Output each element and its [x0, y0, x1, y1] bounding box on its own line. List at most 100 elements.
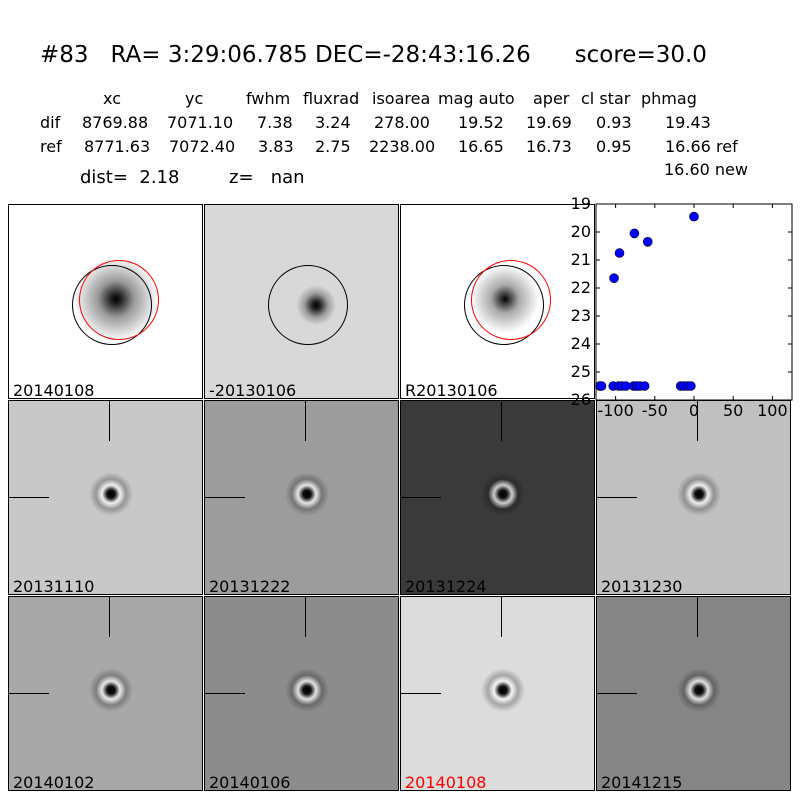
crosshair-vertical	[697, 401, 698, 441]
cell-value: 3.24	[315, 113, 351, 132]
data-point	[689, 211, 699, 222]
cell-value: 3.83	[258, 137, 294, 156]
x-tick-label: 100	[757, 401, 788, 420]
cutout-panel: 20141215	[596, 596, 791, 791]
cutout-panel: 20131230	[596, 400, 791, 595]
panel-date-label: 20140108	[405, 773, 487, 791]
data-point	[642, 236, 653, 247]
plot-frame	[595, 203, 793, 401]
new-phmag: 16.60 new	[664, 160, 748, 179]
column-header: aper	[533, 89, 570, 108]
source-blob	[285, 473, 329, 517]
column-header: yc	[185, 89, 204, 108]
cell-value: 278.00	[374, 113, 430, 132]
panel-date-label: 20131222	[209, 577, 291, 595]
y-tick-label: 22	[570, 278, 591, 297]
cutout-panel: 20131110	[8, 400, 203, 595]
source-blob	[89, 669, 133, 713]
y-tick-label: 26	[570, 390, 591, 409]
panel-date-label: R20130106	[405, 381, 498, 399]
crosshair-horizontal	[597, 693, 637, 694]
crosshair-vertical	[697, 597, 698, 637]
black-aperture-circle	[268, 265, 348, 345]
crosshair-horizontal	[205, 497, 245, 498]
data-point	[609, 273, 619, 283]
crosshair-vertical	[501, 597, 502, 637]
y-tick-label: 19	[570, 194, 591, 213]
magnitude-plot: 19 20 21 22 23 24 25 26 -100 -50 0 50 100	[571, 194, 793, 420]
source-blob	[481, 473, 525, 517]
stamp-panel: R20130106	[400, 204, 595, 399]
crosshair-vertical	[109, 597, 110, 637]
source-blob	[89, 473, 133, 517]
panel-date-label: 20141215	[601, 773, 683, 791]
data-point	[639, 381, 650, 391]
data-point	[629, 228, 640, 239]
cell-value: 19.52	[458, 113, 504, 132]
cell-value: 16.66	[665, 137, 711, 156]
crosshair-vertical	[305, 597, 306, 637]
cell-value: 19.69	[526, 113, 572, 132]
panel-date-label: 20131224	[405, 577, 487, 595]
cell-value: 7072.40	[169, 137, 236, 156]
panel-date-label: 20131230	[601, 577, 683, 595]
panel-date-label: -20130106	[209, 381, 297, 399]
x-tick-label: -100	[597, 401, 634, 420]
crosshair-horizontal	[401, 497, 441, 498]
column-header: fwhm	[246, 89, 291, 108]
cell-value: 19.43	[665, 113, 711, 132]
row-suffix: ref	[716, 137, 738, 156]
panel-date-label: 20140102	[13, 773, 95, 791]
cell-value: 8771.63	[84, 137, 151, 156]
crosshair-horizontal	[9, 693, 49, 694]
crosshair-horizontal	[597, 497, 637, 498]
crosshair-horizontal	[401, 693, 441, 694]
source-blob	[677, 473, 721, 517]
cell-value: 7.38	[257, 113, 293, 132]
cutout-panel: 20140106	[204, 596, 399, 791]
panel-date-label: 20140106	[209, 773, 291, 791]
panel-date-label: 20131110	[13, 577, 95, 595]
cell-value: 0.93	[596, 113, 632, 132]
column-header: cl star	[581, 89, 631, 108]
cell-value: 16.65	[458, 137, 504, 156]
column-header: mag auto	[438, 89, 515, 108]
source-blob	[285, 669, 329, 713]
cutout-panel: 20131222	[204, 400, 399, 595]
source-blob	[677, 669, 721, 713]
cell-value: 7071.10	[167, 113, 234, 132]
y-tick-label: 20	[570, 222, 591, 241]
y-tick-label: 25	[570, 362, 591, 381]
data-point	[596, 381, 607, 391]
row-label: ref	[40, 137, 62, 156]
cell-value: 0.95	[596, 137, 632, 156]
stamp-panel: 20140108	[8, 204, 203, 399]
y-tick-label: 24	[570, 334, 591, 353]
cutout-panel: 20131224	[400, 400, 595, 595]
cell-value: 16.73	[526, 137, 572, 156]
column-header: isoarea	[372, 89, 431, 108]
cell-value: 2.75	[315, 137, 351, 156]
crosshair-vertical	[305, 401, 306, 441]
crosshair-horizontal	[9, 497, 49, 498]
y-tick-label: 21	[570, 250, 591, 269]
crosshair-vertical	[109, 401, 110, 441]
column-header: phmag	[641, 89, 697, 108]
cutout-panel: 20140102	[8, 596, 203, 791]
x-tick-label: 50	[723, 401, 744, 420]
panel-date-label: 20140108	[13, 381, 95, 399]
page-title: #83 RA= 3:29:06.785 DEC=-28:43:16.26 sco…	[40, 42, 707, 68]
data-point	[614, 248, 625, 258]
column-header: fluxrad	[303, 89, 360, 108]
z-value: z= nan	[229, 167, 305, 188]
dist-value: dist= 2.18	[80, 167, 180, 188]
crosshair-vertical	[501, 401, 502, 441]
y-tick-label: 23	[570, 306, 591, 325]
data-point	[686, 381, 696, 391]
x-tick-label: -50	[641, 401, 668, 420]
red-aperture-circle	[471, 260, 551, 340]
source-blob	[481, 669, 525, 713]
red-aperture-circle	[79, 260, 159, 340]
stamp-panel: -20130106	[204, 204, 399, 399]
